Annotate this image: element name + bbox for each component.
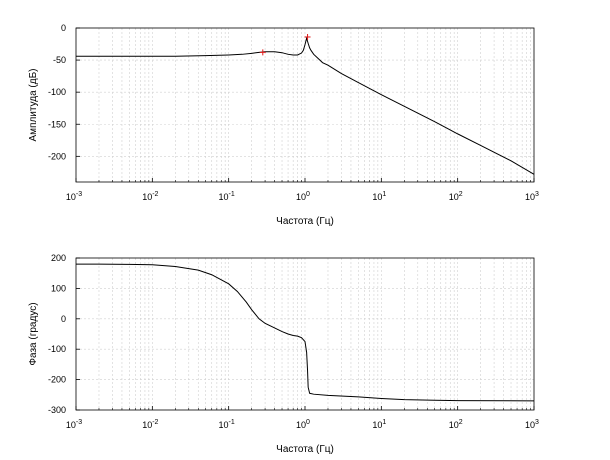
y-tick-label: 0 <box>61 23 66 33</box>
x-tick-label: 101 <box>372 191 386 202</box>
peak-marker <box>259 49 266 56</box>
series-line <box>76 263 535 402</box>
peak-marker <box>304 33 311 40</box>
y-tick-label: -150 <box>48 119 66 129</box>
x-axis-label: Частота (Гц) <box>276 216 334 227</box>
y-tick-label: -300 <box>48 405 66 415</box>
x-tick-label: 102 <box>449 419 463 430</box>
series-line <box>76 36 535 175</box>
y-axis-label: Фаза (градус) <box>28 302 39 365</box>
x-tick-label: 10-2 <box>142 419 158 430</box>
x-tick-label: 100 <box>296 419 310 430</box>
y-axis-label: Амплитуда (дБ) <box>28 69 39 142</box>
x-tick-label: 101 <box>372 419 386 430</box>
phase-plot: 10-3 10-2 10-1 100 101 102 103 200 100 0 -100 -200 -… <box>28 253 539 455</box>
y-tick-label: -100 <box>48 344 66 354</box>
y-tick-label: 100 <box>51 283 66 293</box>
y-tick-label: 200 <box>51 253 66 263</box>
x-tick-label: 103 <box>525 191 539 202</box>
y-tick-label: -50 <box>53 55 66 65</box>
x-axis-label: Частота (Гц) <box>276 444 334 455</box>
x-tick-label: 100 <box>296 191 310 202</box>
magnitude-plot: 10-3 10-2 10-1 100 101 102 103 0 -50 -100 -150 -200… <box>28 23 539 227</box>
x-tick-label: 10-3 <box>66 419 82 430</box>
y-tick-label: -100 <box>48 87 66 97</box>
y-tick-label: 0 <box>61 314 66 324</box>
y-tick-label: -200 <box>48 151 66 161</box>
y-tick-label: -200 <box>48 375 66 385</box>
x-tick-label: 103 <box>525 419 539 430</box>
x-tick-label: 10-1 <box>219 419 235 430</box>
x-tick-label: 10-2 <box>142 191 158 202</box>
x-tick-label: 10-3 <box>66 191 82 202</box>
x-tick-label: 102 <box>449 191 463 202</box>
x-tick-label: 10-1 <box>219 191 235 202</box>
